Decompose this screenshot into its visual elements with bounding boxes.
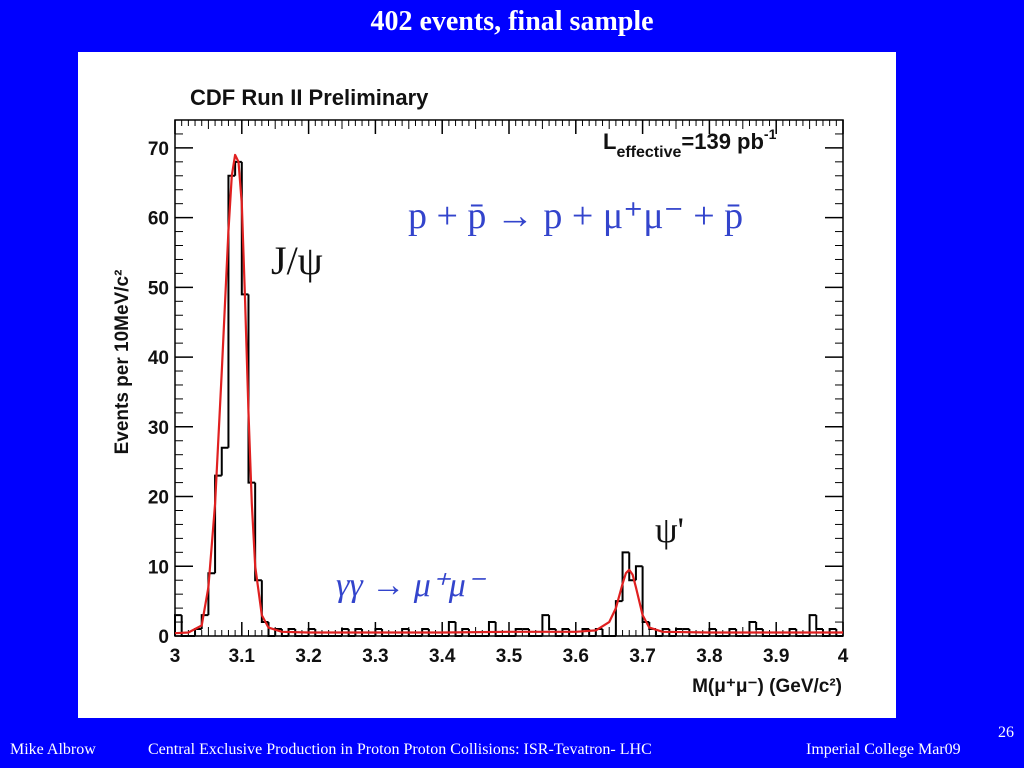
plot-panel: CDF Run II Preliminary 3 3.1 3.2 3.3 3.4 3.5 3… — [78, 52, 896, 718]
histogram-bin — [461, 628, 469, 636]
histogram-bin — [421, 628, 429, 636]
histogram-bin — [307, 628, 316, 636]
histogram-bin — [614, 600, 623, 636]
y-axis-label: Events per 10MeV/c² — [112, 270, 133, 455]
histogram-bin — [821, 629, 830, 637]
histogram-bin — [815, 615, 823, 631]
footer-venue: Imperial College Mar09 — [806, 741, 961, 758]
y-tick-label: 40 — [148, 348, 169, 369]
histogram-bin — [214, 474, 222, 574]
histogram-bin — [514, 628, 523, 636]
slide-number: 26 — [998, 724, 1014, 741]
histogram-bin — [180, 615, 189, 637]
luminosity-subscript: effective — [616, 144, 681, 161]
chart-title: CDF Run II Preliminary — [190, 85, 429, 110]
y-tick-label: 20 — [148, 488, 169, 509]
y-tick-label: 70 — [148, 139, 169, 160]
x-tick-label: 3.7 — [629, 646, 655, 667]
histogram-bin — [487, 621, 496, 636]
fit-curve-line — [174, 153, 843, 635]
histogram-bin — [835, 629, 843, 637]
histogram-bin — [541, 614, 550, 636]
jpsi-annotation: J/ψ — [271, 238, 323, 283]
histogram-bin — [795, 629, 803, 637]
luminosity-exponent: -1 — [764, 126, 777, 142]
histogram-bin — [748, 621, 757, 636]
luminosity-value: =139 pb — [681, 129, 764, 154]
y-tick-label: 30 — [148, 418, 169, 439]
histogram-bin — [728, 628, 737, 636]
luminosity-label: Leffective=139 pb-1 — [603, 126, 777, 161]
histogram-bin — [207, 572, 216, 616]
histogram-bin — [341, 628, 349, 636]
histogram-bin — [708, 628, 717, 636]
histogram-bin — [174, 614, 182, 636]
histogram-bin — [347, 629, 356, 637]
x-tick-label: 3.6 — [563, 646, 589, 667]
x-tick-label: 4 — [838, 646, 849, 667]
histogram-bin — [381, 629, 389, 637]
histogram-bin — [247, 294, 256, 484]
histogram-bin — [828, 628, 837, 636]
histogram-bin — [447, 621, 456, 636]
y-tick-label: 0 — [158, 627, 169, 648]
histogram-bin — [654, 629, 663, 637]
histogram-bin — [427, 629, 436, 637]
histogram-bin — [194, 628, 202, 636]
x-tick-label: 3.8 — [696, 646, 722, 667]
histogram-bin — [808, 614, 817, 636]
histogram-layer — [174, 160, 843, 637]
footer-talk-title: Central Exclusive Production in Proton P… — [148, 741, 652, 758]
histogram-bin — [561, 628, 570, 636]
histogram-bin — [661, 628, 670, 636]
histogram-bin — [761, 629, 770, 637]
histogram-bin — [594, 628, 603, 636]
histogram-bin — [401, 628, 409, 636]
x-tick-label: 3.5 — [496, 646, 523, 667]
gamma-gamma-annotation: γγ → μ⁺μ⁻ — [336, 567, 487, 604]
slide-title: 402 events, final sample — [370, 6, 654, 37]
mass-histogram-chart: CDF Run II Preliminary 3 3.1 3.2 3.3 3.4 3.5 3… — [112, 85, 849, 697]
x-tick-label: 3.4 — [429, 646, 456, 667]
x-tick-label: 3.2 — [295, 646, 321, 667]
histogram-bin — [407, 629, 416, 637]
histogram-bin — [374, 628, 383, 636]
histogram-bin — [634, 565, 643, 581]
histogram-bin — [788, 628, 797, 636]
x-tick-label: 3 — [170, 646, 181, 667]
histogram-bin — [287, 628, 296, 636]
x-tick-label: 3.3 — [362, 646, 388, 667]
histogram-bin — [735, 629, 743, 637]
histogram-bin — [715, 629, 723, 637]
histogram-bin — [641, 566, 650, 624]
y-tick-label: 50 — [148, 278, 169, 299]
histogram-bin — [581, 628, 590, 636]
histogram-bin — [220, 446, 229, 476]
histogram-bin — [601, 629, 610, 637]
histogram-bin — [361, 629, 369, 637]
histogram-bin — [755, 622, 763, 631]
psi-prime-annotation: ψ' — [655, 510, 684, 550]
histogram-bin — [254, 482, 262, 582]
fit-layer — [174, 153, 843, 635]
histogram-bin — [675, 628, 683, 636]
histogram-bin — [548, 615, 556, 631]
y-tick-label: 60 — [148, 209, 169, 230]
histogram-bin — [314, 629, 322, 637]
x-tick-label: 3.9 — [763, 646, 789, 667]
x-tick-label: 3.1 — [229, 646, 256, 667]
histogram-bin — [454, 622, 463, 637]
reaction-annotation: p + p̄ → p + μ⁺μ⁻ + p̄ — [408, 195, 743, 237]
histogram-bin — [354, 628, 363, 636]
x-axis-label: M(μ⁺μ⁻) (GeV/c²) — [692, 676, 842, 697]
histogram-bin — [494, 622, 503, 637]
y-tick-label: 10 — [148, 557, 169, 578]
footer-author: Mike Albrow — [10, 741, 96, 758]
